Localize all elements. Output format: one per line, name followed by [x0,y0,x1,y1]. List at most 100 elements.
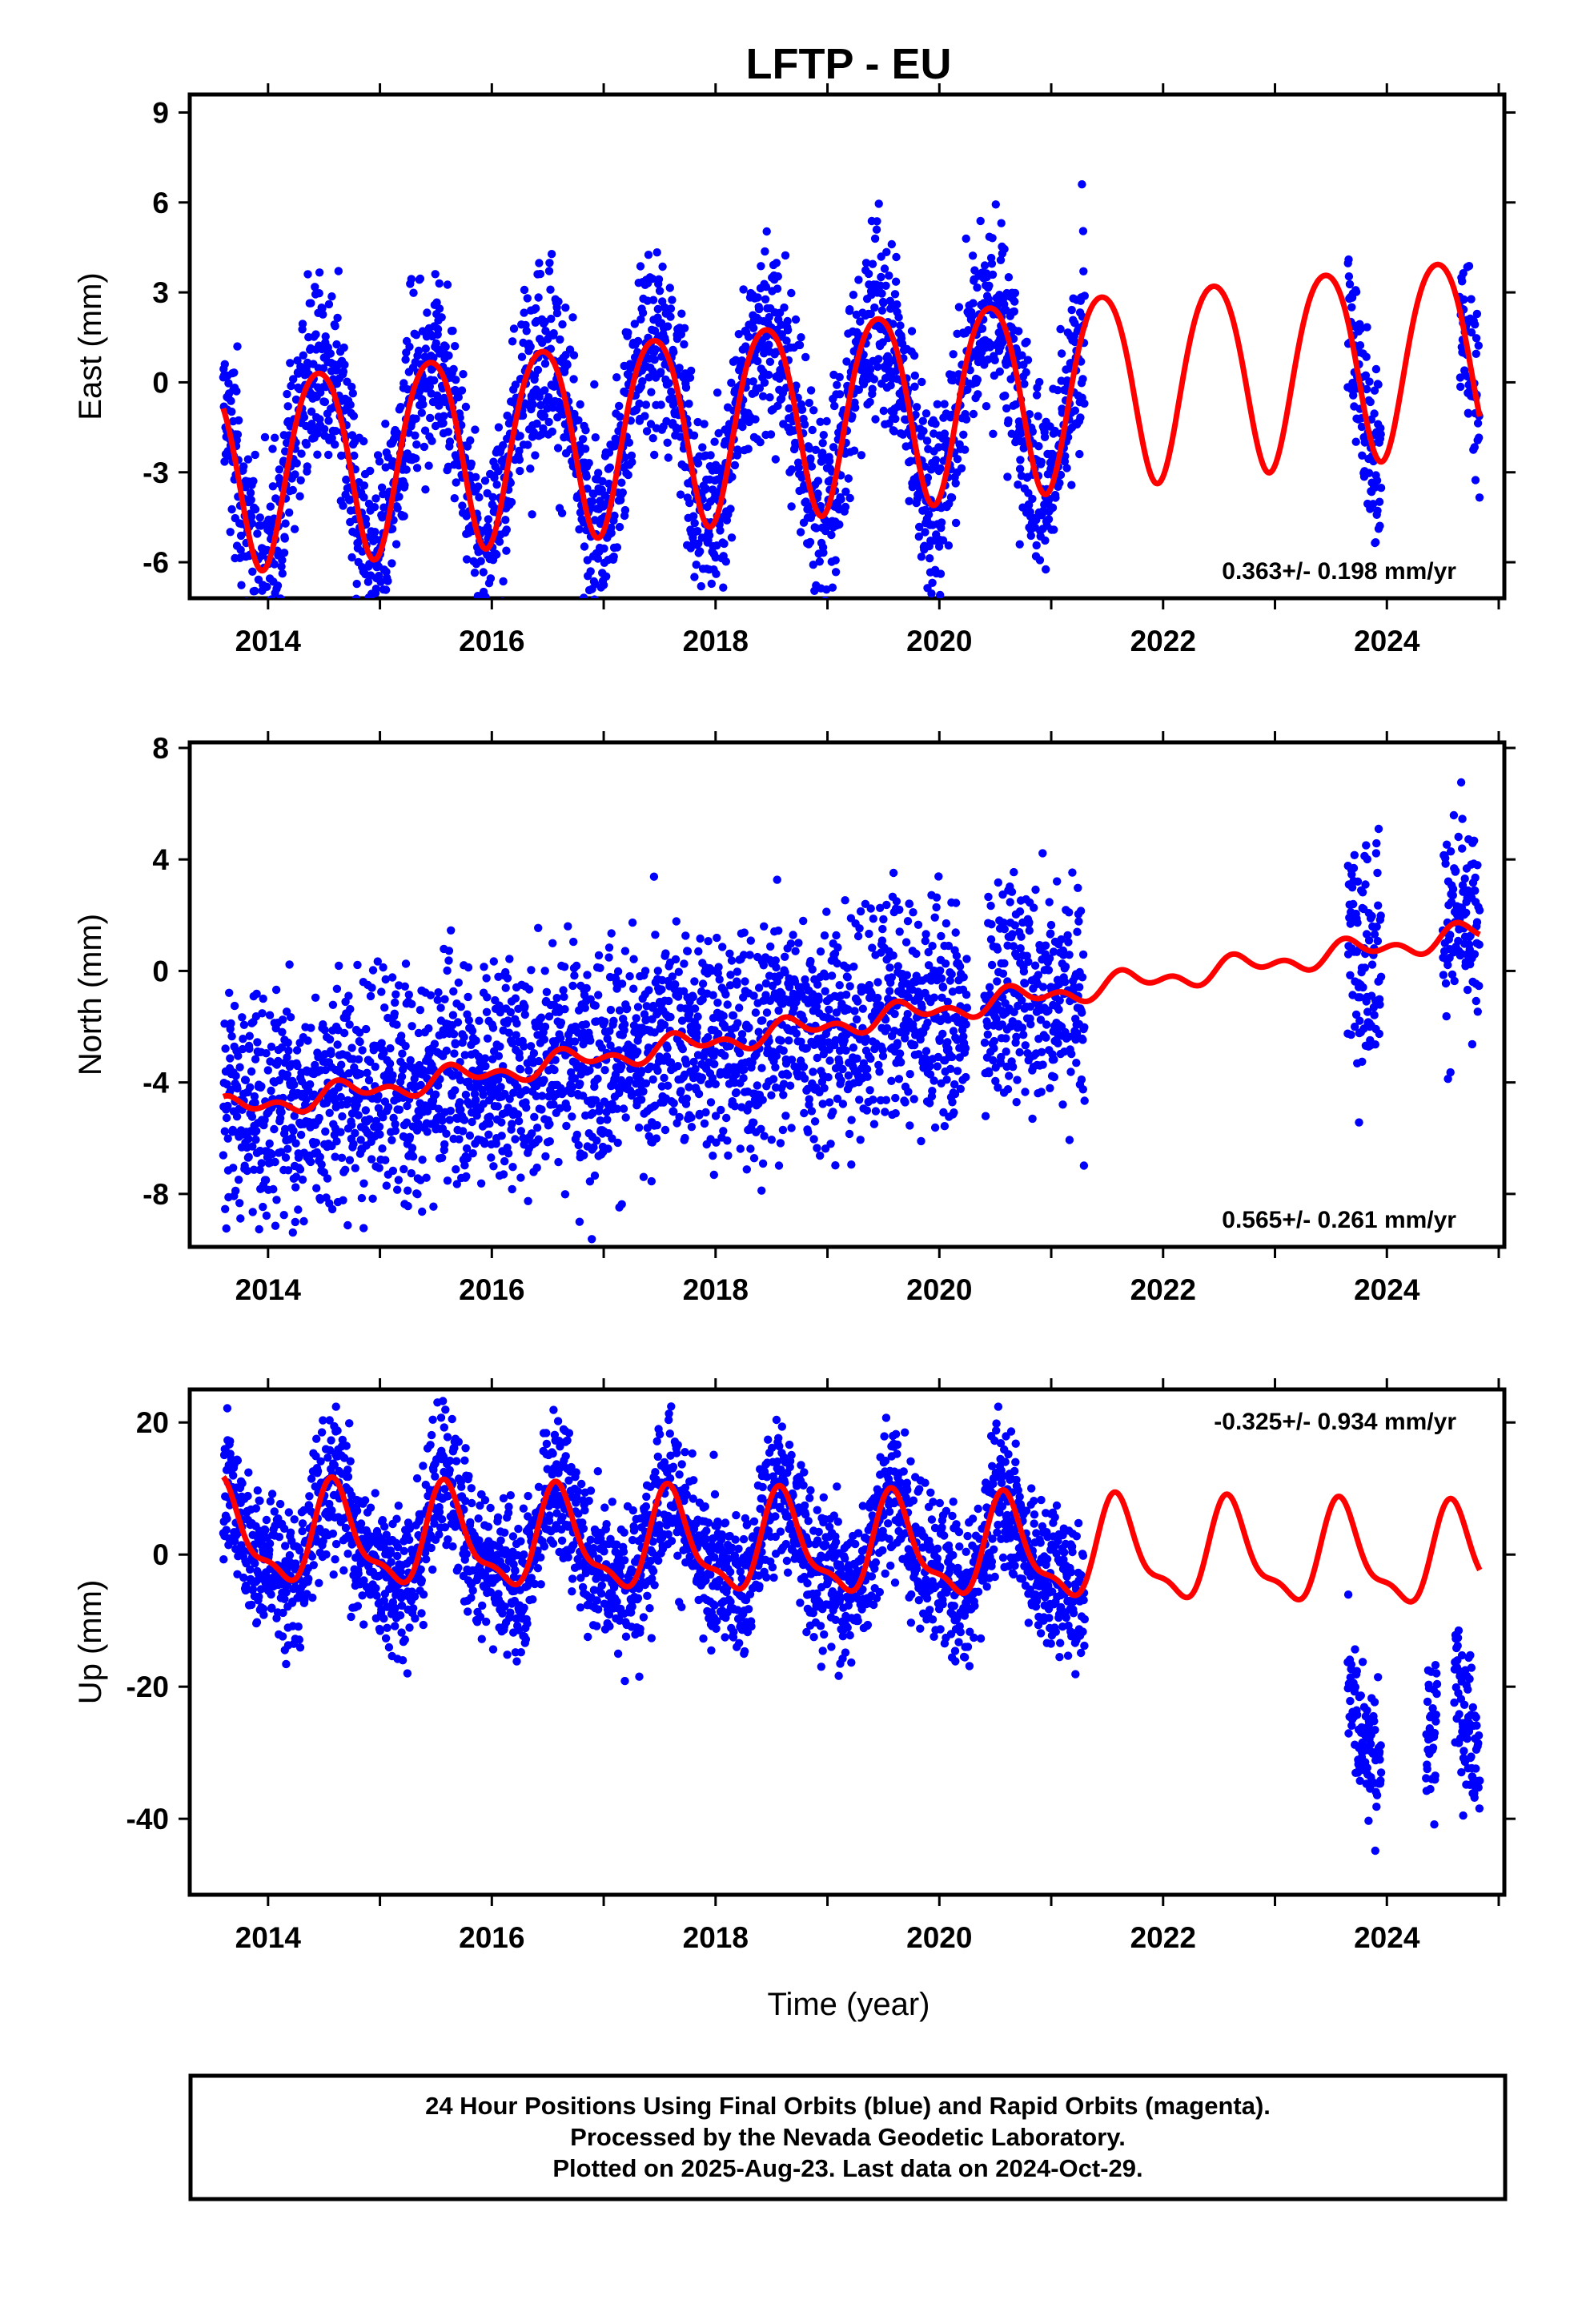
data-point [462,555,472,564]
data-point [233,342,242,351]
data-point [816,947,825,956]
data-point [606,1005,616,1015]
data-point [757,1063,766,1072]
data-point [1034,412,1042,420]
data-point [580,1003,589,1012]
data-point [870,303,879,312]
data-point [524,440,532,449]
data-point [744,332,753,341]
data-point [807,462,817,471]
data-point [889,868,898,878]
data-point [283,1053,291,1062]
data-point [771,956,780,965]
data-point [464,992,472,1002]
data-point [676,490,685,499]
data-point [749,991,758,1000]
data-point [255,1165,264,1175]
data-point [367,983,376,992]
data-point [870,234,880,243]
data-point [581,444,590,453]
data-point [260,432,270,442]
data-point [881,1108,889,1116]
data-point [409,288,418,297]
data-point [520,285,529,295]
data-point [815,557,824,566]
data-point [388,1166,398,1176]
data-point [988,270,998,279]
data-point [524,1196,532,1206]
data-point [516,1065,525,1074]
data-point [732,1070,741,1079]
data-point [245,1044,254,1053]
data-point [593,1074,602,1084]
data-point [861,259,871,267]
data-point [513,1110,523,1119]
data-point [602,572,611,581]
data-point [653,304,662,314]
data-point [878,1051,888,1061]
data-point [550,1065,559,1075]
data-point [468,1027,477,1035]
data-point [1345,279,1355,289]
data-point [227,1031,236,1041]
data-point [385,1059,395,1068]
data-point [222,1113,231,1123]
data-point [634,1123,644,1132]
data-point [435,304,444,313]
data-point [722,1113,731,1123]
data-point [794,463,803,472]
data-point [317,1160,326,1169]
data-point [816,417,825,426]
data-point [600,544,608,553]
data-point [749,377,757,386]
data-point [785,404,793,413]
data-point [478,606,486,614]
data-point [499,440,508,450]
data-point [294,1205,303,1214]
data-point [540,1022,550,1031]
data-point [849,962,858,971]
data-point [620,947,630,955]
data-point [297,449,306,458]
data-point [656,400,665,409]
data-point [276,608,284,616]
data-point [347,553,356,562]
data-point [733,980,741,989]
data-point [418,1156,427,1164]
data-point [407,275,416,283]
data-point [818,448,827,457]
data-point [448,1011,458,1019]
data-point [408,999,416,1009]
data-point [286,1013,295,1022]
data-point [1010,307,1019,316]
data-point [515,455,524,464]
data-point [259,701,267,709]
data-point [831,556,840,565]
data-point [778,1125,788,1135]
data-point [852,1015,861,1024]
data-point [267,1042,276,1051]
data-point [1056,470,1066,480]
data-point [1079,267,1088,275]
data-point [362,1024,371,1034]
data-point [787,1124,796,1132]
data-point [918,416,928,425]
data-point [613,1138,622,1148]
data-point [231,1072,240,1080]
data-point [928,1087,937,1096]
data-point [536,400,545,410]
data-point [891,277,901,286]
data-point [540,359,550,368]
data-point [244,1152,253,1161]
data-point [949,376,958,385]
data-point [292,459,301,468]
data-point [603,1116,612,1124]
data-point [706,451,715,460]
data-point [286,359,295,368]
data-point [579,518,588,527]
data-point [621,1113,630,1122]
data-point [576,508,585,517]
data-point [511,994,520,1003]
data-point [704,1033,713,1042]
data-point [291,1139,300,1148]
